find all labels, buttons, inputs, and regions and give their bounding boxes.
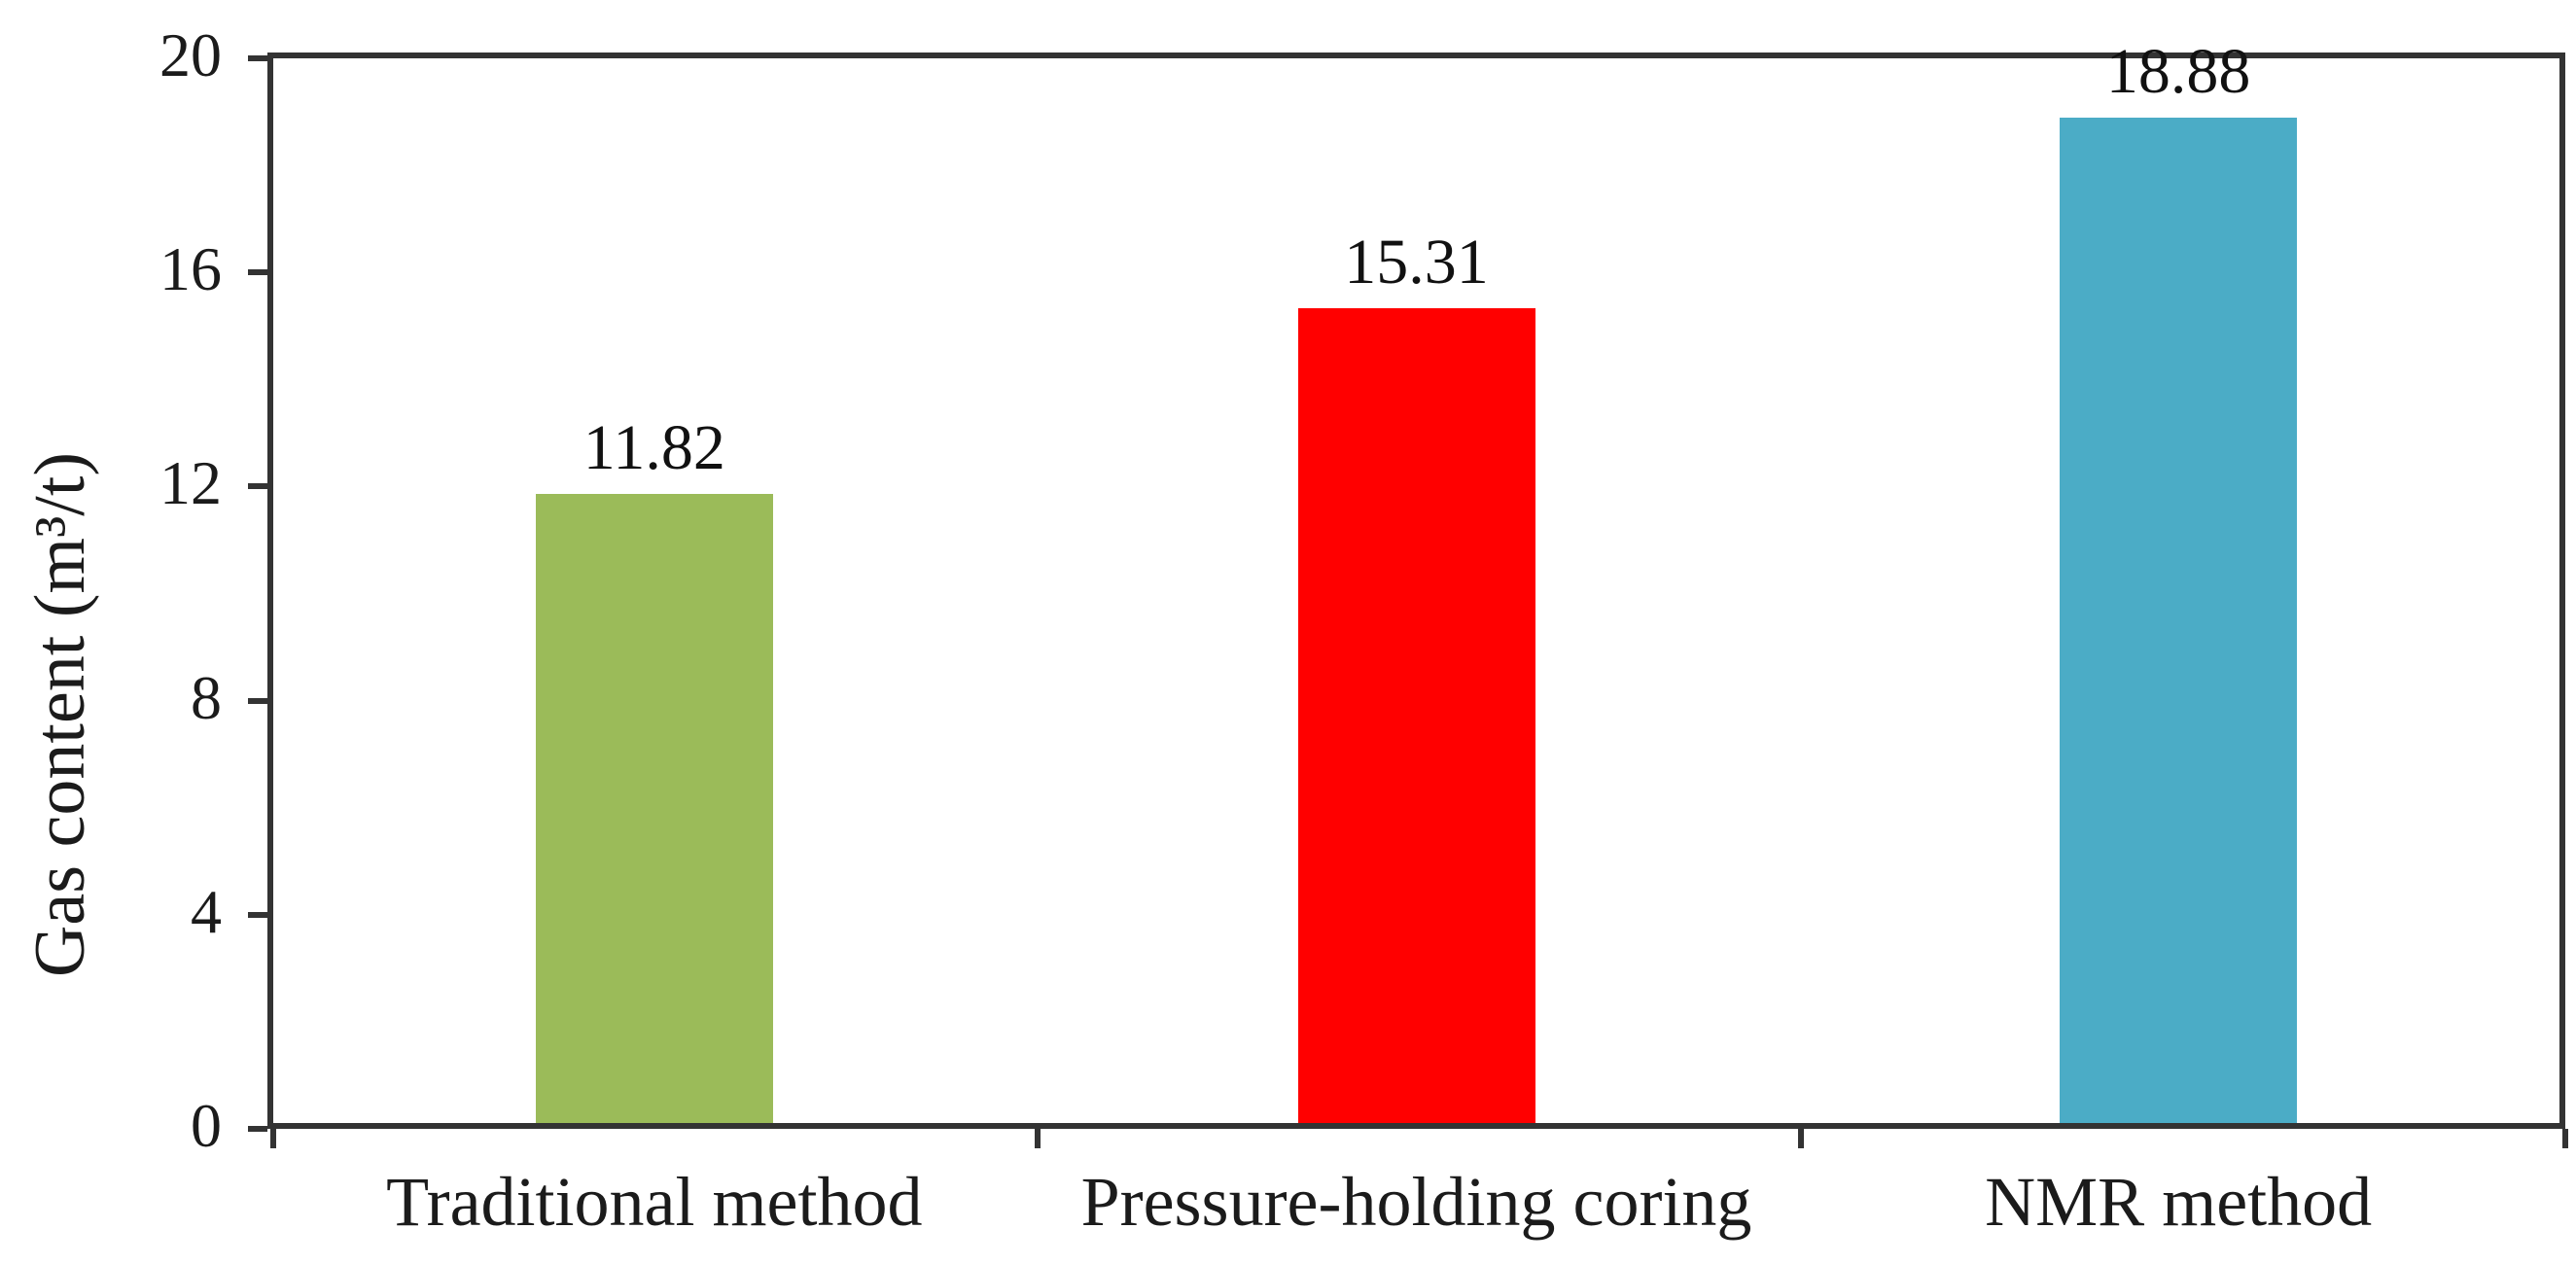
x-axis-tick [2562, 1129, 2568, 1148]
y-axis-tick-label: 20 [159, 20, 222, 89]
x-axis-tick [270, 1129, 276, 1148]
y-axis-tick [248, 911, 267, 918]
y-axis-tick-label: 16 [159, 234, 222, 304]
y-axis-tick [248, 55, 267, 61]
bar-nmr-method [2060, 118, 2298, 1123]
plot-area: 11.82 15.31 18.88 [248, 40, 2568, 1148]
y-axis-tick-label: 12 [159, 448, 222, 518]
x-axis-category-label: Pressure-holding coring [1080, 1163, 1752, 1241]
y-axis-tick [248, 483, 267, 490]
bar-traditional-method [535, 493, 773, 1123]
bar-pressure-holding-coring [1297, 307, 1535, 1123]
x-axis-tick [1798, 1129, 1805, 1148]
x-axis-category-label: NMR method [1985, 1163, 2373, 1241]
y-axis-tick-label: 8 [191, 662, 222, 732]
bar-value-label: 11.82 [582, 411, 725, 483]
bar-value-label: 15.31 [1344, 226, 1489, 298]
y-axis-tick [248, 269, 267, 276]
x-axis-tick [1034, 1129, 1041, 1148]
bar-value-label: 18.88 [2105, 36, 2251, 108]
y-axis-tick-label: 4 [191, 876, 222, 946]
x-axis-category-label: Traditional method [386, 1163, 923, 1241]
y-axis-tick-label: 0 [191, 1091, 222, 1160]
y-axis-tick [248, 1126, 267, 1132]
y-axis-tick [248, 697, 267, 704]
